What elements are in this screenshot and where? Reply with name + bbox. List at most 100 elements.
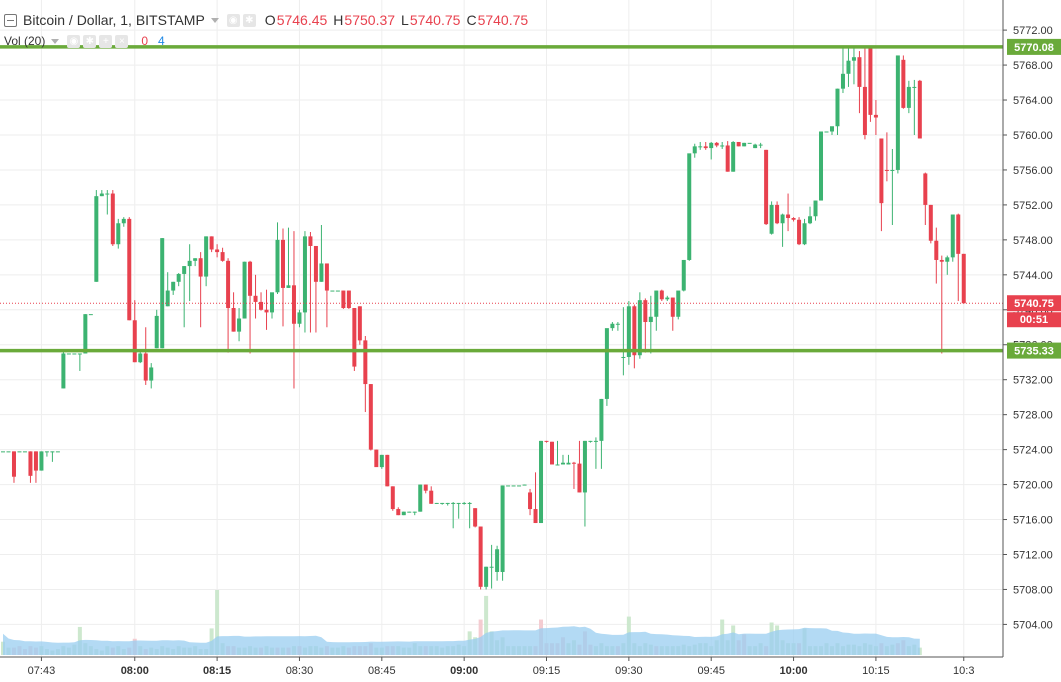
- candle-body: [857, 57, 862, 87]
- level-price-badge: [1007, 342, 1061, 359]
- candle-body: [346, 290, 351, 309]
- candle-layer: [1, 46, 966, 590]
- candle-body: [846, 60, 851, 74]
- volume-bar: [484, 595, 489, 655]
- candle-body: [396, 509, 401, 516]
- candle-body: [171, 281, 176, 291]
- symbol-row: Bitcoin / Dollar, 1, BITSTAMP ◉ ✱ O 5746…: [4, 11, 528, 29]
- candle-body: [66, 353, 71, 355]
- price-tick-label: 5768.00: [1013, 60, 1053, 72]
- candle-body: [291, 285, 296, 324]
- candle-body: [643, 300, 648, 323]
- candle-body: [511, 485, 516, 487]
- price-tick-label: 5760.00: [1013, 130, 1053, 142]
- candle-body: [901, 59, 906, 108]
- candle-body: [220, 252, 225, 261]
- time-tick-label: 10:15: [862, 665, 890, 677]
- candle-body: [670, 297, 675, 317]
- candle-body: [484, 566, 489, 587]
- candle-body: [780, 214, 785, 224]
- candle-body: [692, 146, 697, 154]
- time-tick-label: 09:30: [615, 665, 643, 677]
- candle-body: [539, 440, 544, 524]
- candle-body: [451, 502, 456, 504]
- candle-body: [571, 462, 576, 464]
- gear-icon[interactable]: ✱: [83, 34, 97, 48]
- candle-body: [489, 566, 494, 568]
- candle-body: [297, 312, 302, 324]
- candle-body: [879, 138, 884, 204]
- candle-body: [11, 451, 16, 477]
- price-tick-label: 5712.00: [1013, 549, 1053, 561]
- candle-body: [72, 353, 77, 355]
- candle-body: [517, 485, 522, 487]
- candle-body: [550, 441, 554, 465]
- candle-body: [522, 484, 527, 486]
- candle-body: [17, 451, 22, 453]
- candle-body: [500, 485, 505, 572]
- gear-icon[interactable]: ✱: [242, 13, 256, 27]
- price-tick-label: 5744.00: [1013, 270, 1053, 282]
- candle-body: [742, 142, 747, 147]
- candle-body: [731, 141, 736, 172]
- candle-body: [467, 502, 472, 504]
- candle-body: [544, 440, 549, 442]
- volume-study-title[interactable]: Vol (20): [4, 34, 46, 48]
- candle-body: [198, 258, 203, 277]
- candle-body: [121, 218, 126, 224]
- candle-body: [429, 490, 434, 504]
- candle-body: [890, 169, 895, 171]
- candle-body: [824, 131, 829, 133]
- candle-body: [851, 57, 856, 61]
- chevron-down-icon[interactable]: [210, 17, 219, 23]
- candle-body: [884, 169, 889, 171]
- candle-body: [176, 273, 181, 282]
- candle-body: [698, 146, 703, 148]
- candle-body: [385, 454, 390, 487]
- candle-body: [829, 126, 834, 132]
- low-label: L: [401, 12, 409, 28]
- candle-body: [363, 340, 368, 385]
- candle-body: [412, 511, 417, 513]
- time-axis[interactable]: 07:43 08:00 08:15 08:30 08:45 09:00 09:15 09:30…: [0, 656, 1003, 677]
- candle-body: [939, 259, 944, 262]
- candle-body: [94, 196, 99, 282]
- collapse-icon[interactable]: [4, 13, 17, 27]
- price-tick-label: 5764.00: [1013, 95, 1053, 107]
- chevron-down-icon[interactable]: [51, 38, 60, 44]
- candle-body: [33, 451, 38, 471]
- candle-body: [423, 484, 428, 491]
- candle-body: [275, 239, 280, 293]
- plus-icon[interactable]: +: [99, 34, 113, 48]
- candle-body: [764, 149, 769, 225]
- close-icon[interactable]: ×: [115, 34, 129, 48]
- candle-body: [956, 214, 961, 254]
- candle-body: [352, 308, 357, 367]
- candle-body: [626, 306, 631, 357]
- candle-body: [791, 218, 796, 220]
- candle-body: [528, 492, 533, 510]
- symbol-title[interactable]: Bitcoin / Dollar, 1, BITSTAMP: [23, 12, 205, 28]
- candle-body: [368, 384, 373, 450]
- candle-body: [319, 263, 324, 282]
- price-axis[interactable]: 5704.00 5708.00 5712.00 5716.00 5720.00 5724.…: [1002, 0, 1061, 657]
- candle-body: [264, 309, 269, 313]
- candle-body: [253, 295, 258, 302]
- eye-icon[interactable]: ◉: [226, 13, 240, 27]
- candle-body: [659, 290, 664, 300]
- candle-body: [934, 240, 939, 260]
- volume-bar: [917, 647, 922, 655]
- candle-body: [555, 464, 560, 466]
- volume-legend-row: Vol (20) ◉ ✱ + × 0 4: [4, 34, 165, 48]
- candle-body: [615, 323, 620, 325]
- candle-body: [242, 261, 247, 319]
- candle-body: [473, 508, 478, 527]
- close-label: C: [466, 12, 477, 28]
- eye-icon[interactable]: ◉: [67, 34, 81, 48]
- last-price-label: 5740.75: [1014, 298, 1054, 310]
- candle-body: [313, 245, 318, 282]
- candle-body: [270, 292, 275, 313]
- high-label: H: [333, 12, 344, 28]
- time-tick-label: 08:45: [368, 665, 396, 677]
